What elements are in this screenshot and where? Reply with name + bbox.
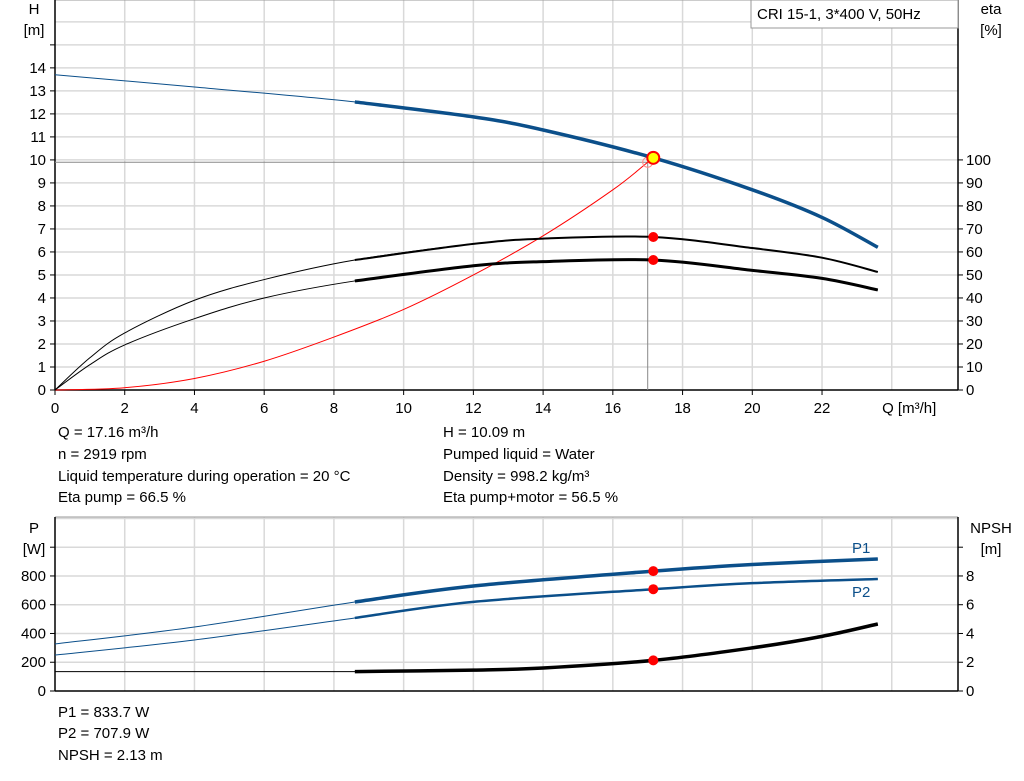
y-right-tick-label: 20 [966,336,983,353]
y-left-tick-label: 7 [38,221,46,238]
y-left-tick-label: 1 [38,359,46,376]
y-right-unit: [m] [981,541,1002,558]
y-right-tick-label: 60 [966,244,983,261]
y-left-tick-label: 5 [38,267,46,284]
eta-pump-marker [648,231,659,242]
x-tick-label: 16 [604,400,621,417]
x-tick-label: 0 [51,400,59,417]
x-tick-label: 14 [535,400,552,417]
y-left-label: H [29,1,40,18]
x-tick-label: 4 [190,400,198,417]
info-eta-pump: Eta pump = 66.5 % [58,489,186,506]
p2-curve [354,577,878,620]
y-right-tick-label: 30 [966,313,983,330]
y-right-tick-label: 50 [966,267,983,284]
operating-point-marker [646,150,661,165]
x-tick-label: 2 [121,400,129,417]
y-left-tick-label: 0 [38,683,46,700]
x-tick-label: 8 [330,400,338,417]
y-left-tick-label: 0 [38,382,46,399]
x-tick-label: 10 [395,400,412,417]
eta-pump-curve [354,235,879,273]
info-p1: P1 = 833.7 W [58,704,150,721]
y-left-tick-label: 8 [38,198,46,215]
y-right-tick-label: 100 [966,152,991,169]
npsh-marker [648,655,659,666]
y-right-tick-label: 80 [966,198,983,215]
y-right-tick-label: 70 [966,221,983,238]
y-left-tick-label: 200 [21,654,46,671]
p2-curve-extrapolated [54,578,878,656]
info-eta-pump-motor: Eta pump+motor = 56.5 % [443,489,619,506]
y-right-tick-label: 10 [966,359,983,376]
info-density: Density = 998.2 kg/m³ [443,468,590,485]
p2-marker [648,584,659,595]
x-tick-label: 12 [465,400,482,417]
info-head: H = 10.09 m [443,424,526,441]
y-left-tick-label: 2 [38,336,46,353]
y-left-unit: [W] [23,541,46,558]
x-tick-label: 22 [814,400,831,417]
y-right-tick-label: 90 [966,175,983,192]
eta-pump-motor-marker [648,255,659,265]
p2-series-label: P2 [852,584,870,601]
info-temperature: Liquid temperature during operation = 20… [58,468,351,485]
y-right-tick-label: 0 [966,382,974,399]
y-left-tick-label: 3 [38,313,46,330]
npsh-curve [354,622,879,674]
x-tick-label: 20 [744,400,761,417]
y-right-tick-label: 8 [966,568,974,585]
info-liquid: Pumped liquid = Water [443,446,595,463]
y-left-tick-label: 4 [38,290,46,307]
p1-marker [648,566,659,577]
y-left-tick-label: 11 [30,129,46,146]
info-npsh: NPSH = 2.13 m [58,747,163,764]
y-right-label: eta [981,1,1003,18]
y-left-tick-label: 13 [29,83,46,100]
system-curve [54,161,649,391]
info-q: Q = 17.16 m³/h [58,424,159,441]
y-left-tick-label: 9 [38,175,46,192]
y-left-tick-label: 800 [21,568,46,585]
y-right-tick-label: 6 [966,597,974,614]
p1-series-label: P1 [852,540,870,557]
title-box [750,0,959,29]
x-tick-label: 6 [260,400,268,417]
y-right-unit: [%] [980,22,1002,39]
info-p2: P2 = 707.9 W [58,725,150,742]
y-left-tick-label: 14 [29,60,46,77]
y-left-tick-label: 400 [21,625,46,642]
y-right-tick-label: 4 [966,625,974,642]
y-right-tick-label: 2 [966,654,974,671]
y-left-tick-label: 12 [29,106,46,123]
head-curve [354,100,879,249]
info-speed: n = 2919 rpm [58,446,147,463]
head-curve-extrapolated [54,74,879,248]
y-right-tick-label: 0 [966,683,974,700]
p1-curve [354,557,878,604]
y-left-unit: [m] [24,22,45,39]
x-axis-label: Q [m³/h] [882,400,936,417]
y-left-tick-label: 6 [38,244,46,261]
chart-title: CRI 15-1, 3*400 V, 50Hz [757,6,921,23]
eta-pump-motor-curve [354,258,879,292]
y-left-tick-label: 600 [21,597,46,614]
y-right-label: NPSH [970,520,1012,537]
y-left-tick-label: 10 [29,152,46,169]
y-left-label: P [29,520,39,537]
x-tick-label: 18 [674,400,691,417]
y-right-tick-label: 40 [966,290,983,307]
